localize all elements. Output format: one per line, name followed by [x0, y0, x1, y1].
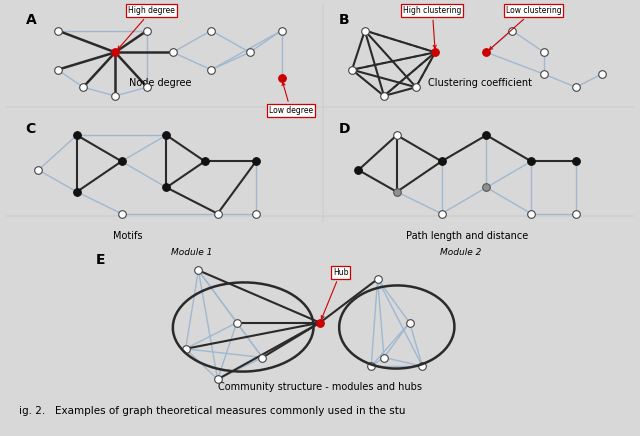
Text: E: E — [96, 253, 106, 267]
Text: Community structure - modules and hubs: Community structure - modules and hubs — [218, 382, 422, 392]
Text: Module 2: Module 2 — [440, 248, 481, 257]
Text: Low clustering: Low clustering — [490, 6, 561, 50]
Text: Clustering coefficient: Clustering coefficient — [428, 78, 532, 89]
Text: B: B — [339, 13, 350, 27]
Text: Module 1: Module 1 — [172, 248, 212, 257]
Text: Hub: Hub — [321, 268, 348, 319]
Text: Low degree: Low degree — [269, 82, 313, 116]
Text: D: D — [339, 122, 351, 136]
Text: High clustering: High clustering — [403, 6, 461, 48]
Text: C: C — [26, 122, 36, 136]
Text: A: A — [26, 13, 36, 27]
Text: ig. 2.   Examples of graph theoretical measures commonly used in the stu: ig. 2. Examples of graph theoretical mea… — [19, 406, 406, 416]
Text: High degree: High degree — [118, 6, 175, 49]
Text: Path length and distance: Path length and distance — [406, 231, 529, 241]
Text: Motifs: Motifs — [113, 231, 143, 241]
Text: Node degree: Node degree — [129, 78, 191, 89]
